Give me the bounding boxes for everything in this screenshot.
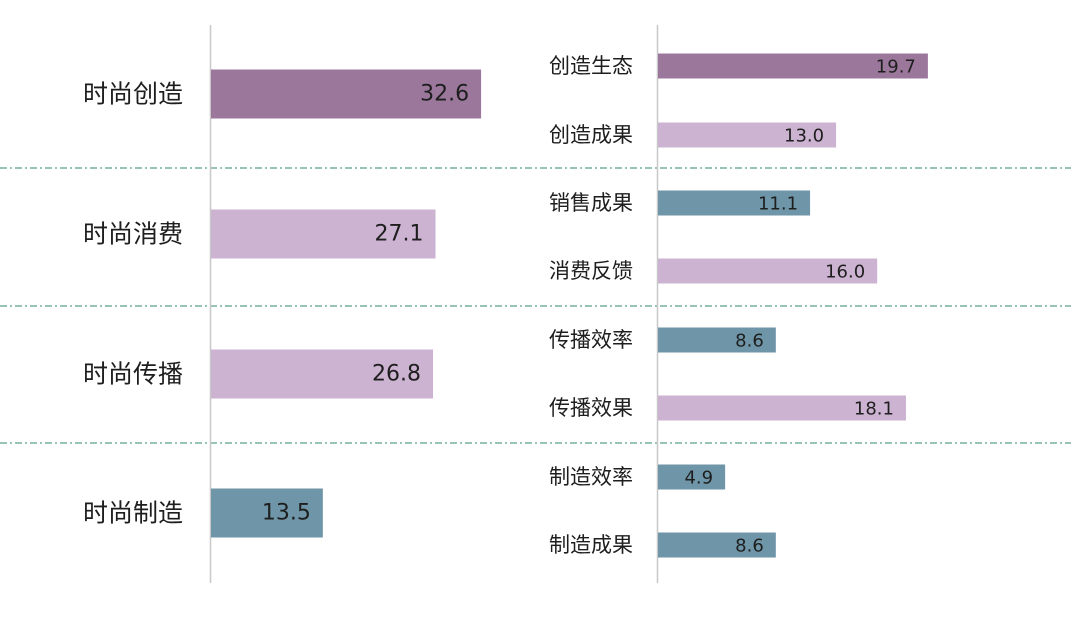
right-bar-8 (658, 532, 776, 558)
right-category-label-7: 制造效率 (549, 465, 633, 489)
right-bar-2 (658, 122, 837, 148)
left-category-label-4: 时尚制造 (83, 499, 183, 528)
left-category-label-3: 时尚传播 (83, 360, 183, 389)
right-category-label-3: 销售成果 (549, 191, 633, 215)
right-data-label-1: 19.7 (876, 57, 916, 78)
right-category-label-5: 传播效率 (549, 328, 633, 352)
right-category-label-6: 传播效果 (549, 396, 633, 420)
right-data-label-4: 16.0 (825, 262, 865, 283)
left-data-label-4: 13.5 (262, 501, 311, 526)
left-data-label-2: 27.1 (375, 222, 424, 247)
left-category-label-2: 时尚消费 (83, 220, 183, 249)
left-bar-2 (211, 209, 436, 259)
left-data-label-1: 32.6 (420, 82, 469, 107)
left-bar-3 (211, 349, 434, 399)
right-bar-7 (658, 464, 726, 490)
right-bar-1 (658, 53, 928, 79)
right-data-label-3: 11.1 (758, 194, 798, 215)
right-category-label-1: 创造生态 (549, 54, 633, 78)
right-data-label-6: 18.1 (854, 399, 894, 420)
right-bar-5 (658, 327, 776, 353)
right-bar-6 (658, 395, 906, 421)
right-category-label-4: 消费反馈 (549, 259, 633, 283)
right-data-label-7: 4.9 (684, 468, 713, 489)
right-bar-3 (658, 190, 811, 216)
left-bar-1 (211, 69, 482, 119)
right-data-label-5: 8.6 (735, 331, 764, 352)
right-category-label-2: 创造成果 (549, 123, 633, 147)
right-data-label-8: 8.6 (735, 536, 764, 557)
left-bar-4 (211, 488, 323, 538)
right-category-label-8: 制造成果 (549, 533, 633, 557)
left-category-label-1: 时尚创造 (83, 80, 183, 109)
right-bar-4 (658, 258, 878, 284)
left-data-label-3: 26.8 (372, 362, 421, 387)
right-data-label-2: 13.0 (784, 126, 824, 147)
